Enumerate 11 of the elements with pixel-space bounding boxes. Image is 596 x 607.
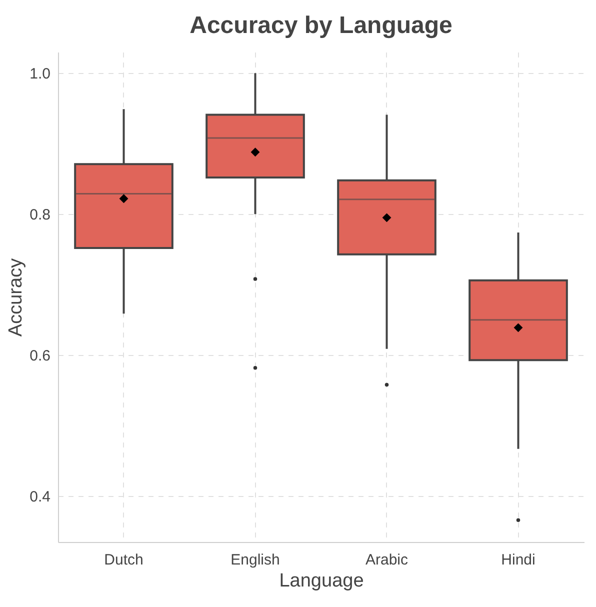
- y-tick-label: 0.8: [30, 206, 50, 224]
- y-tick-label: 0.6: [30, 348, 50, 365]
- x-tick-label: English: [230, 552, 280, 568]
- x-tick-label: Arabic: [365, 552, 408, 568]
- x-tick-label: Hindi: [501, 552, 536, 568]
- y-axis-title: Accuracy: [6, 258, 27, 337]
- x-tick-label: Dutch: [104, 552, 144, 568]
- y-tick-label: 0.4: [30, 488, 50, 506]
- y-tick-label: 1.0: [30, 66, 50, 83]
- chart-title: Accuracy by Language: [190, 12, 452, 39]
- x-axis-title: Language: [279, 570, 364, 592]
